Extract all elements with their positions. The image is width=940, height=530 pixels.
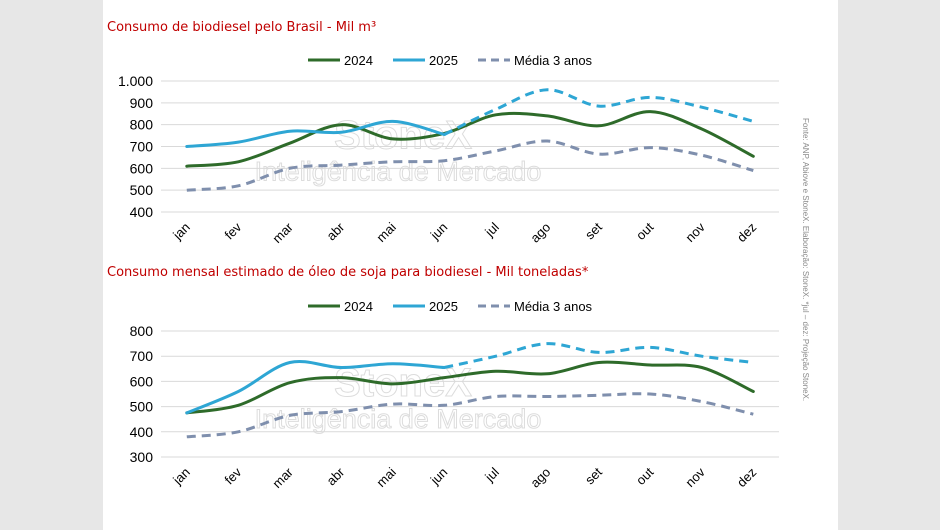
legend-label: 2025 bbox=[429, 53, 458, 68]
series-line bbox=[186, 139, 754, 192]
y-tick-label: 1.000 bbox=[118, 73, 153, 89]
x-tick-label: dez bbox=[734, 465, 759, 490]
x-tick-label: out bbox=[633, 219, 657, 243]
watermark-tagline: Inteligência de Mercado bbox=[255, 404, 542, 434]
y-tick-label: 700 bbox=[130, 348, 154, 364]
x-tick-label: set bbox=[582, 219, 605, 242]
x-tick-label: set bbox=[582, 464, 605, 487]
y-tick-label: 900 bbox=[130, 95, 154, 111]
series-line bbox=[185, 110, 755, 168]
y-tick-label: 400 bbox=[130, 204, 154, 220]
x-tick-label: fev bbox=[222, 464, 245, 487]
x-tick-label: fev bbox=[222, 219, 245, 242]
legend-label: Média 3 anos bbox=[514, 299, 593, 314]
x-tick-label: mar bbox=[269, 464, 296, 491]
y-tick-label: 600 bbox=[130, 160, 154, 176]
x-tick-label: ago bbox=[527, 220, 553, 246]
x-tick-label: jun bbox=[427, 465, 451, 489]
y-tick-label: 800 bbox=[130, 323, 154, 339]
x-tick-label: abr bbox=[323, 464, 347, 488]
series-line-actual bbox=[185, 360, 446, 415]
x-tick-label: mai bbox=[373, 219, 398, 244]
slide-background bbox=[103, 0, 838, 530]
chart-2-title: Consumo mensal estimado de óleo de soja … bbox=[107, 265, 589, 280]
legend: 2024 2025 Média 3 anos bbox=[308, 53, 593, 68]
series-line-projection bbox=[443, 88, 754, 136]
y-tick-label: 400 bbox=[130, 424, 154, 440]
y-tick-label: 800 bbox=[130, 117, 154, 133]
x-tick-label: abr bbox=[323, 219, 347, 243]
legend-label: 2024 bbox=[344, 53, 373, 68]
x-tick-label: out bbox=[633, 464, 657, 488]
series-2025 bbox=[185, 342, 754, 415]
x-tick-label: jan bbox=[169, 465, 193, 489]
y-tick-label: 700 bbox=[130, 139, 154, 155]
legend-label: Média 3 anos bbox=[514, 53, 593, 68]
y-tick-label: 500 bbox=[130, 182, 154, 198]
x-tick-label: dez bbox=[734, 220, 759, 245]
series-line bbox=[185, 360, 755, 415]
series-line bbox=[186, 392, 754, 439]
y-tick-label: 600 bbox=[130, 373, 154, 389]
series-2024 bbox=[185, 110, 755, 168]
x-tick-label: nov bbox=[682, 464, 708, 490]
y-tick-label: 500 bbox=[130, 399, 154, 415]
legend: 2024 2025 Média 3 anos bbox=[308, 299, 593, 314]
x-tick-label: ago bbox=[527, 465, 553, 491]
series-m-dia-3-anos bbox=[186, 392, 754, 439]
x-tick-label: jul bbox=[481, 219, 502, 240]
legend-label: 2025 bbox=[429, 299, 458, 314]
x-tick-label: jun bbox=[427, 220, 451, 244]
x-tick-label: mai bbox=[373, 464, 398, 489]
x-tick-label: jul bbox=[481, 464, 502, 485]
y-tick-label: 300 bbox=[130, 449, 154, 465]
watermark-brand: StoneX bbox=[334, 114, 472, 158]
legend-label: 2024 bbox=[344, 299, 373, 314]
x-tick-label: mar bbox=[269, 219, 296, 246]
x-tick-label: jan bbox=[169, 220, 193, 244]
x-tick-label: nov bbox=[682, 219, 708, 245]
series-2025 bbox=[185, 88, 754, 148]
series-line-actual bbox=[185, 119, 446, 148]
source-note: Fonte: ANP, Abiove e StoneX. Elaboração:… bbox=[801, 118, 810, 402]
series-m-dia-3-anos bbox=[186, 139, 754, 192]
chart-1-title: Consumo de biodiesel pelo Brasil - Mil m… bbox=[107, 20, 377, 35]
series-2024 bbox=[185, 360, 755, 415]
series-line-projection bbox=[443, 342, 754, 369]
